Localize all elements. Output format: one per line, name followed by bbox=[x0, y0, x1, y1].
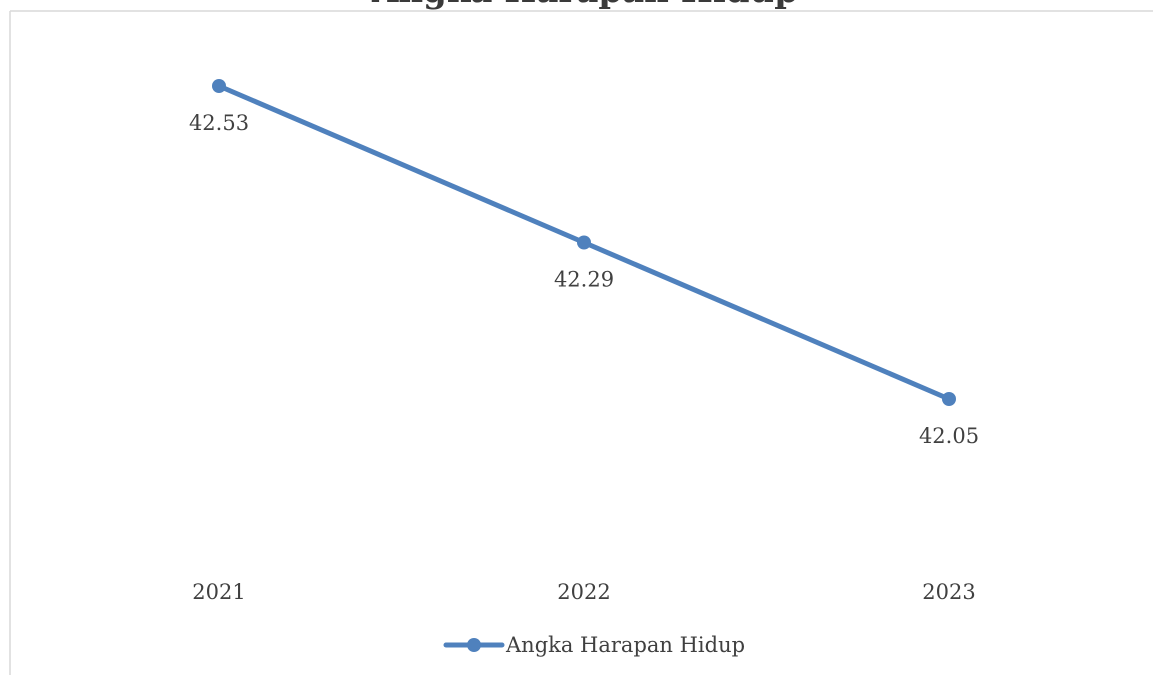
legend: Angka Harapan Hidup bbox=[446, 633, 745, 657]
legend-label: Angka Harapan Hidup bbox=[505, 633, 745, 657]
data-point-2021[interactable] bbox=[212, 79, 226, 93]
data-labels-layer: 42.53 42.29 42.05 bbox=[189, 111, 979, 448]
x-tick-label-2022: 2022 bbox=[557, 580, 610, 604]
data-label-2021: 42.53 bbox=[189, 111, 249, 135]
legend-marker-icon bbox=[467, 638, 481, 652]
x-tick-label-2023: 2023 bbox=[922, 580, 975, 604]
data-point-2022[interactable] bbox=[577, 236, 591, 250]
series-layer bbox=[212, 79, 956, 406]
chart-title: Angka Harapan Hidup bbox=[371, 0, 798, 11]
x-axis-ticks: 2021 2022 2023 bbox=[192, 580, 975, 604]
data-point-2023[interactable] bbox=[942, 392, 956, 406]
data-label-2023: 42.05 bbox=[919, 424, 979, 448]
data-label-2022: 42.29 bbox=[554, 268, 614, 292]
x-tick-label-2021: 2021 bbox=[192, 580, 245, 604]
